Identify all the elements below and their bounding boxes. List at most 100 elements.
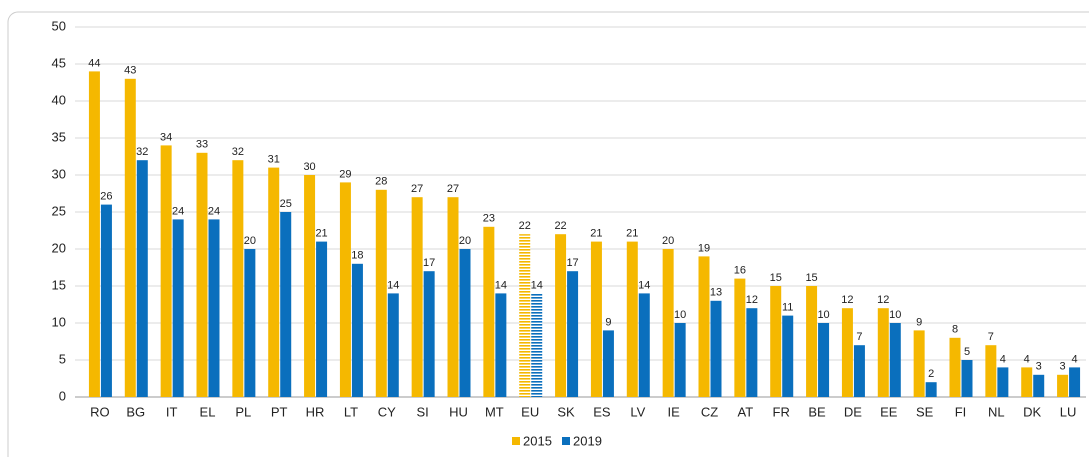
bar bbox=[985, 345, 997, 397]
bar bbox=[375, 189, 387, 397]
x-tick-label: PT bbox=[271, 404, 288, 419]
value-label: 4 bbox=[1072, 353, 1078, 365]
x-tick-label: MT bbox=[485, 404, 504, 419]
value-label: 4 bbox=[1000, 353, 1006, 365]
x-tick-label: CZ bbox=[701, 404, 718, 419]
value-label: 12 bbox=[877, 294, 889, 306]
bar bbox=[877, 308, 889, 397]
value-label: 2 bbox=[928, 368, 934, 380]
x-tick-label: EE bbox=[880, 404, 898, 419]
bar bbox=[136, 160, 148, 397]
bar bbox=[519, 234, 531, 397]
x-tick-label: SE bbox=[916, 404, 934, 419]
x-tick-label: CY bbox=[378, 404, 396, 419]
value-label: 14 bbox=[638, 279, 650, 291]
bar bbox=[806, 286, 818, 397]
value-label: 9 bbox=[605, 316, 611, 328]
bar bbox=[88, 71, 100, 398]
bar bbox=[770, 286, 782, 397]
value-label: 8 bbox=[952, 324, 958, 336]
bar bbox=[483, 226, 495, 397]
value-label: 27 bbox=[447, 183, 459, 195]
bar bbox=[662, 249, 674, 397]
value-label: 24 bbox=[172, 205, 184, 217]
value-label: 20 bbox=[244, 235, 256, 247]
value-label: 22 bbox=[554, 220, 566, 232]
x-tick-label: FI bbox=[955, 404, 967, 419]
bar bbox=[734, 278, 746, 397]
y-tick-label: 25 bbox=[52, 203, 66, 218]
value-label: 21 bbox=[626, 228, 638, 240]
value-label: 7 bbox=[988, 331, 994, 343]
value-label: 10 bbox=[817, 309, 829, 321]
bar bbox=[602, 330, 614, 397]
value-label: 19 bbox=[698, 242, 710, 254]
bar bbox=[1069, 367, 1081, 397]
bar bbox=[710, 300, 722, 397]
value-label: 29 bbox=[339, 168, 351, 180]
value-label: 10 bbox=[889, 309, 901, 321]
value-label: 14 bbox=[531, 279, 543, 291]
x-tick-label: SK bbox=[557, 404, 575, 419]
y-tick-label: 50 bbox=[52, 18, 66, 33]
bar bbox=[495, 293, 507, 397]
bar bbox=[698, 256, 710, 397]
x-tick-label: ES bbox=[593, 404, 611, 419]
x-tick-label: LU bbox=[1060, 404, 1077, 419]
bar bbox=[782, 315, 794, 397]
x-tick-label: HU bbox=[449, 404, 468, 419]
bar bbox=[423, 271, 435, 397]
value-label: 9 bbox=[916, 316, 922, 328]
bar bbox=[124, 78, 136, 398]
bar bbox=[997, 367, 1009, 397]
value-label: 17 bbox=[566, 257, 578, 269]
bar bbox=[889, 323, 901, 397]
value-label: 31 bbox=[268, 154, 280, 166]
value-label: 44 bbox=[88, 57, 100, 69]
value-label: 18 bbox=[351, 250, 363, 262]
value-label: 12 bbox=[746, 294, 758, 306]
bar bbox=[339, 182, 351, 397]
value-label: 15 bbox=[805, 272, 817, 284]
bar bbox=[913, 330, 925, 397]
value-label: 16 bbox=[734, 265, 746, 277]
value-label: 15 bbox=[770, 272, 782, 284]
value-label: 4 bbox=[1024, 353, 1030, 365]
value-label: 25 bbox=[280, 198, 292, 210]
bar bbox=[841, 308, 853, 397]
value-label: 26 bbox=[100, 191, 112, 203]
x-tick-label: LT bbox=[344, 404, 358, 419]
value-label: 20 bbox=[662, 235, 674, 247]
bar bbox=[961, 360, 973, 397]
bar bbox=[925, 382, 937, 397]
value-label: 14 bbox=[387, 279, 399, 291]
value-label: 43 bbox=[124, 65, 136, 77]
bar bbox=[567, 271, 579, 397]
card-border bbox=[7, 11, 1089, 462]
value-label: 3 bbox=[1060, 361, 1066, 373]
y-tick-label: 20 bbox=[52, 240, 66, 255]
bar bbox=[638, 293, 650, 397]
bar bbox=[208, 219, 220, 397]
value-label: 10 bbox=[674, 309, 686, 321]
y-tick-label: 0 bbox=[59, 388, 66, 403]
bar bbox=[674, 323, 686, 397]
bar bbox=[1057, 374, 1069, 397]
value-label: 14 bbox=[495, 279, 507, 291]
x-tick-label: NL bbox=[988, 404, 1005, 419]
bar bbox=[447, 197, 459, 397]
x-tick-label: LV bbox=[630, 404, 645, 419]
value-label: 3 bbox=[1036, 361, 1042, 373]
bar bbox=[232, 160, 244, 397]
x-tick-label: DE bbox=[844, 404, 862, 419]
y-tick-label: 45 bbox=[52, 55, 66, 70]
value-label: 32 bbox=[232, 146, 244, 158]
bar bbox=[853, 345, 865, 397]
value-label: 11 bbox=[782, 302, 793, 314]
value-label: 21 bbox=[315, 228, 327, 240]
value-label: 32 bbox=[136, 146, 148, 158]
value-label: 7 bbox=[856, 331, 862, 343]
value-label: 28 bbox=[375, 176, 387, 188]
bar bbox=[626, 241, 638, 397]
